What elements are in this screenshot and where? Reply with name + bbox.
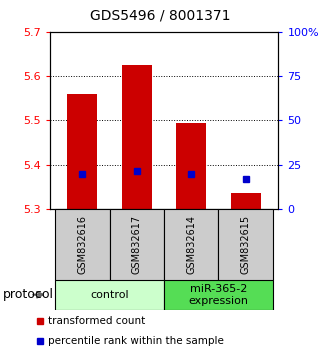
Text: protocol: protocol <box>3 288 54 301</box>
FancyBboxPatch shape <box>55 280 164 310</box>
Text: percentile rank within the sample: percentile rank within the sample <box>48 336 224 346</box>
FancyBboxPatch shape <box>164 209 219 280</box>
Text: GSM832617: GSM832617 <box>132 215 142 274</box>
Text: GSM832616: GSM832616 <box>77 215 87 274</box>
Text: GSM832615: GSM832615 <box>241 215 251 274</box>
FancyBboxPatch shape <box>219 209 273 280</box>
Text: GDS5496 / 8001371: GDS5496 / 8001371 <box>90 9 230 23</box>
FancyBboxPatch shape <box>55 209 109 280</box>
Bar <box>231 193 261 209</box>
Bar <box>176 122 206 209</box>
Text: GSM832614: GSM832614 <box>186 215 196 274</box>
Text: miR-365-2
expression: miR-365-2 expression <box>188 284 248 306</box>
Bar <box>122 65 152 209</box>
FancyBboxPatch shape <box>164 280 273 310</box>
Bar <box>67 94 97 209</box>
Text: transformed count: transformed count <box>48 316 145 326</box>
FancyBboxPatch shape <box>109 209 164 280</box>
Text: control: control <box>90 290 129 300</box>
